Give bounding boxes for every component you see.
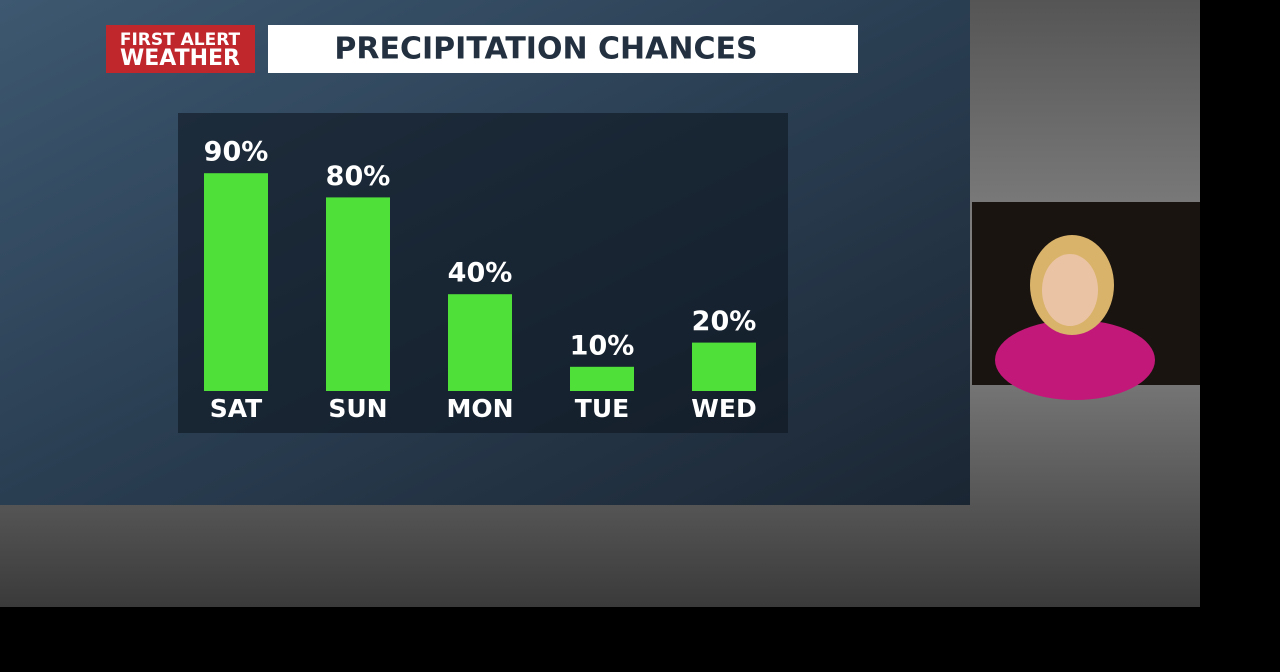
bar (326, 197, 390, 391)
title-box (268, 25, 858, 73)
chart-title: PRECIPITATION CHANCES (334, 32, 757, 67)
logo-line1: FIRST ALERT (120, 30, 241, 50)
logo-line2: WEATHER (120, 46, 240, 71)
value-label: 10% (570, 330, 635, 361)
presenter-face (1042, 254, 1098, 326)
value-label: 90% (204, 137, 269, 168)
category-label: WED (691, 394, 756, 423)
category-label: MON (446, 394, 513, 423)
category-label: TUE (575, 394, 629, 423)
value-label: 80% (326, 161, 391, 192)
bar (448, 294, 512, 391)
presenter-body (995, 320, 1155, 400)
bar (204, 173, 268, 391)
bar (570, 366, 634, 391)
bar (692, 342, 756, 391)
category-label: SAT (210, 394, 262, 423)
logo (106, 25, 255, 73)
value-label: 40% (448, 258, 513, 289)
value-label: 20% (692, 306, 757, 337)
category-label: SUN (328, 394, 387, 423)
